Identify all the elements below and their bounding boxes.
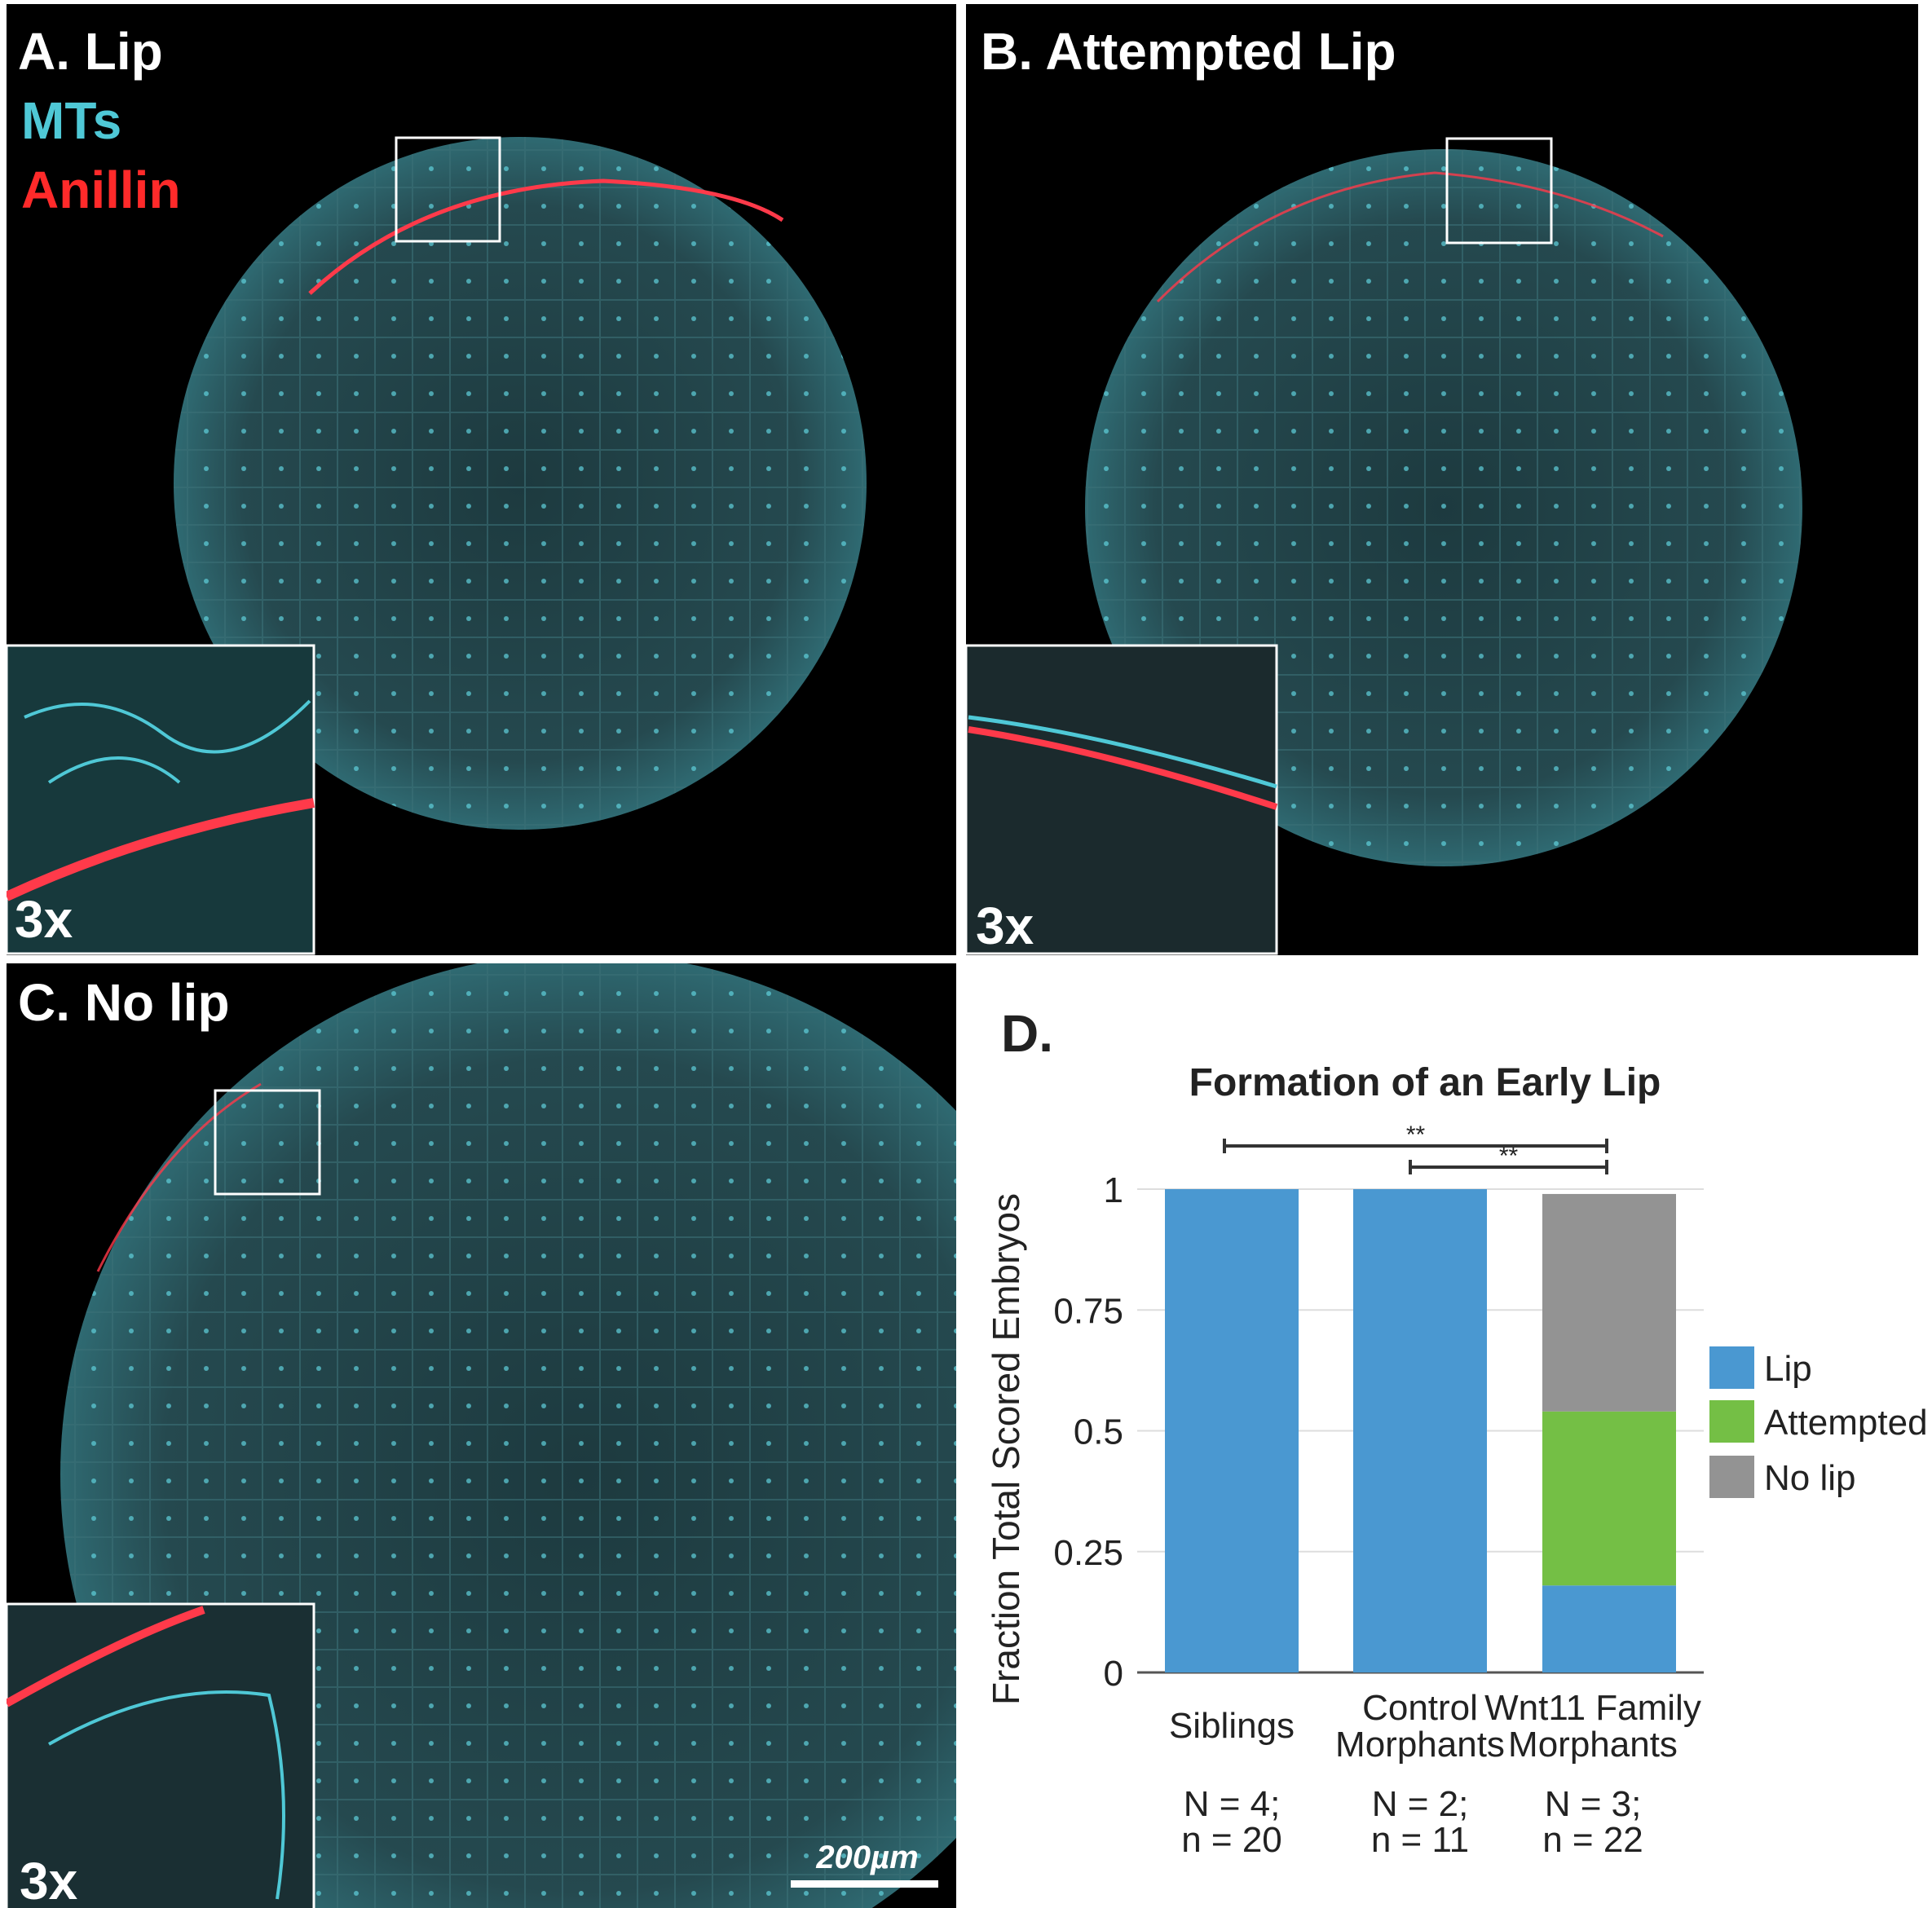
chart-title: Formation of an Early Lip bbox=[1189, 1061, 1661, 1104]
bar-attempted-2 bbox=[1542, 1411, 1676, 1586]
inset-label-c: 3x bbox=[20, 1852, 78, 1908]
panel-c-label: C. No lip bbox=[18, 973, 230, 1032]
zoom-box-a bbox=[395, 136, 501, 243]
bar-lip-1 bbox=[1353, 1189, 1487, 1672]
y-tick-0.75: 0.75 bbox=[1053, 1291, 1123, 1331]
category-label-2-line2: Morphants bbox=[1508, 1725, 1678, 1765]
significance-label-1: ** bbox=[1499, 1143, 1519, 1170]
category-label-1: Control bbox=[1362, 1688, 1478, 1728]
inset-label-b: 3x bbox=[976, 897, 1034, 955]
legend-swatch-2 bbox=[1709, 1456, 1754, 1498]
panel-d-label: D. bbox=[1001, 1004, 1053, 1063]
inset-c: 3x bbox=[7, 1602, 315, 1908]
panel-a-micrograph: 3x A. Lip MTs Anillin bbox=[7, 4, 956, 955]
anillin-line-b bbox=[1156, 171, 1664, 303]
significance-bracket-0 bbox=[1223, 1139, 1608, 1153]
panel-a-label: A. Lip bbox=[18, 22, 163, 81]
sample-size-2: N = 3; bbox=[1545, 1784, 1642, 1824]
sample-count-1: n = 11 bbox=[1371, 1820, 1469, 1860]
inset-label-a: 3x bbox=[15, 890, 73, 949]
legend-label-2: No lip bbox=[1764, 1458, 1856, 1498]
panel-c-micrograph: 3x C. No lip 200µm bbox=[7, 963, 956, 1908]
scale-bar bbox=[791, 1880, 938, 1888]
category-label-2: Wnt11 Family bbox=[1484, 1688, 1701, 1728]
anillin-line-a bbox=[308, 178, 784, 295]
legend-swatch-0 bbox=[1709, 1346, 1754, 1389]
significance-bracket-1 bbox=[1409, 1160, 1608, 1174]
sample-size-1: N = 2; bbox=[1372, 1784, 1469, 1824]
sample-count-0: n = 20 bbox=[1181, 1820, 1282, 1860]
y-tick-1: 1 bbox=[1104, 1170, 1123, 1210]
category-label-0: Siblings bbox=[1169, 1706, 1295, 1746]
y-axis-label: Fraction Total Scored Embryos bbox=[985, 1193, 1027, 1705]
legend-label-0: Lip bbox=[1764, 1349, 1812, 1389]
legend-anillin: Anillin bbox=[21, 161, 181, 219]
zoom-box-c bbox=[214, 1089, 321, 1196]
panel-d-chart: D. Formation of an Early Lip Fraction To… bbox=[985, 1004, 1928, 1860]
zoom-box-b bbox=[1445, 137, 1553, 245]
scale-bar-label: 200µm bbox=[815, 1840, 918, 1875]
y-tick-0.5: 0.5 bbox=[1074, 1412, 1123, 1452]
sample-count-2: n = 22 bbox=[1542, 1820, 1643, 1860]
bar-no-lip-2 bbox=[1542, 1193, 1676, 1412]
legend-mts: MTs bbox=[21, 91, 121, 150]
legend-label-1: Attempted bbox=[1764, 1403, 1928, 1443]
panel-b-label: B. Attempted Lip bbox=[981, 22, 1396, 81]
bar-lip-2 bbox=[1542, 1585, 1676, 1672]
significance-label-0: ** bbox=[1406, 1121, 1426, 1148]
anillin-line-c bbox=[96, 1082, 262, 1272]
sample-size-0: N = 4; bbox=[1184, 1784, 1281, 1824]
category-label-1-line2: Morphants bbox=[1335, 1725, 1505, 1765]
panel-b-micrograph: 3x B. Attempted Lip bbox=[966, 4, 1918, 955]
y-tick-0: 0 bbox=[1104, 1654, 1123, 1694]
bar-lip-0 bbox=[1165, 1189, 1299, 1672]
y-tick-0.25: 0.25 bbox=[1053, 1533, 1123, 1573]
inset-b: 3x bbox=[966, 644, 1278, 955]
inset-a: 3x bbox=[7, 644, 315, 955]
legend-swatch-1 bbox=[1709, 1400, 1754, 1443]
